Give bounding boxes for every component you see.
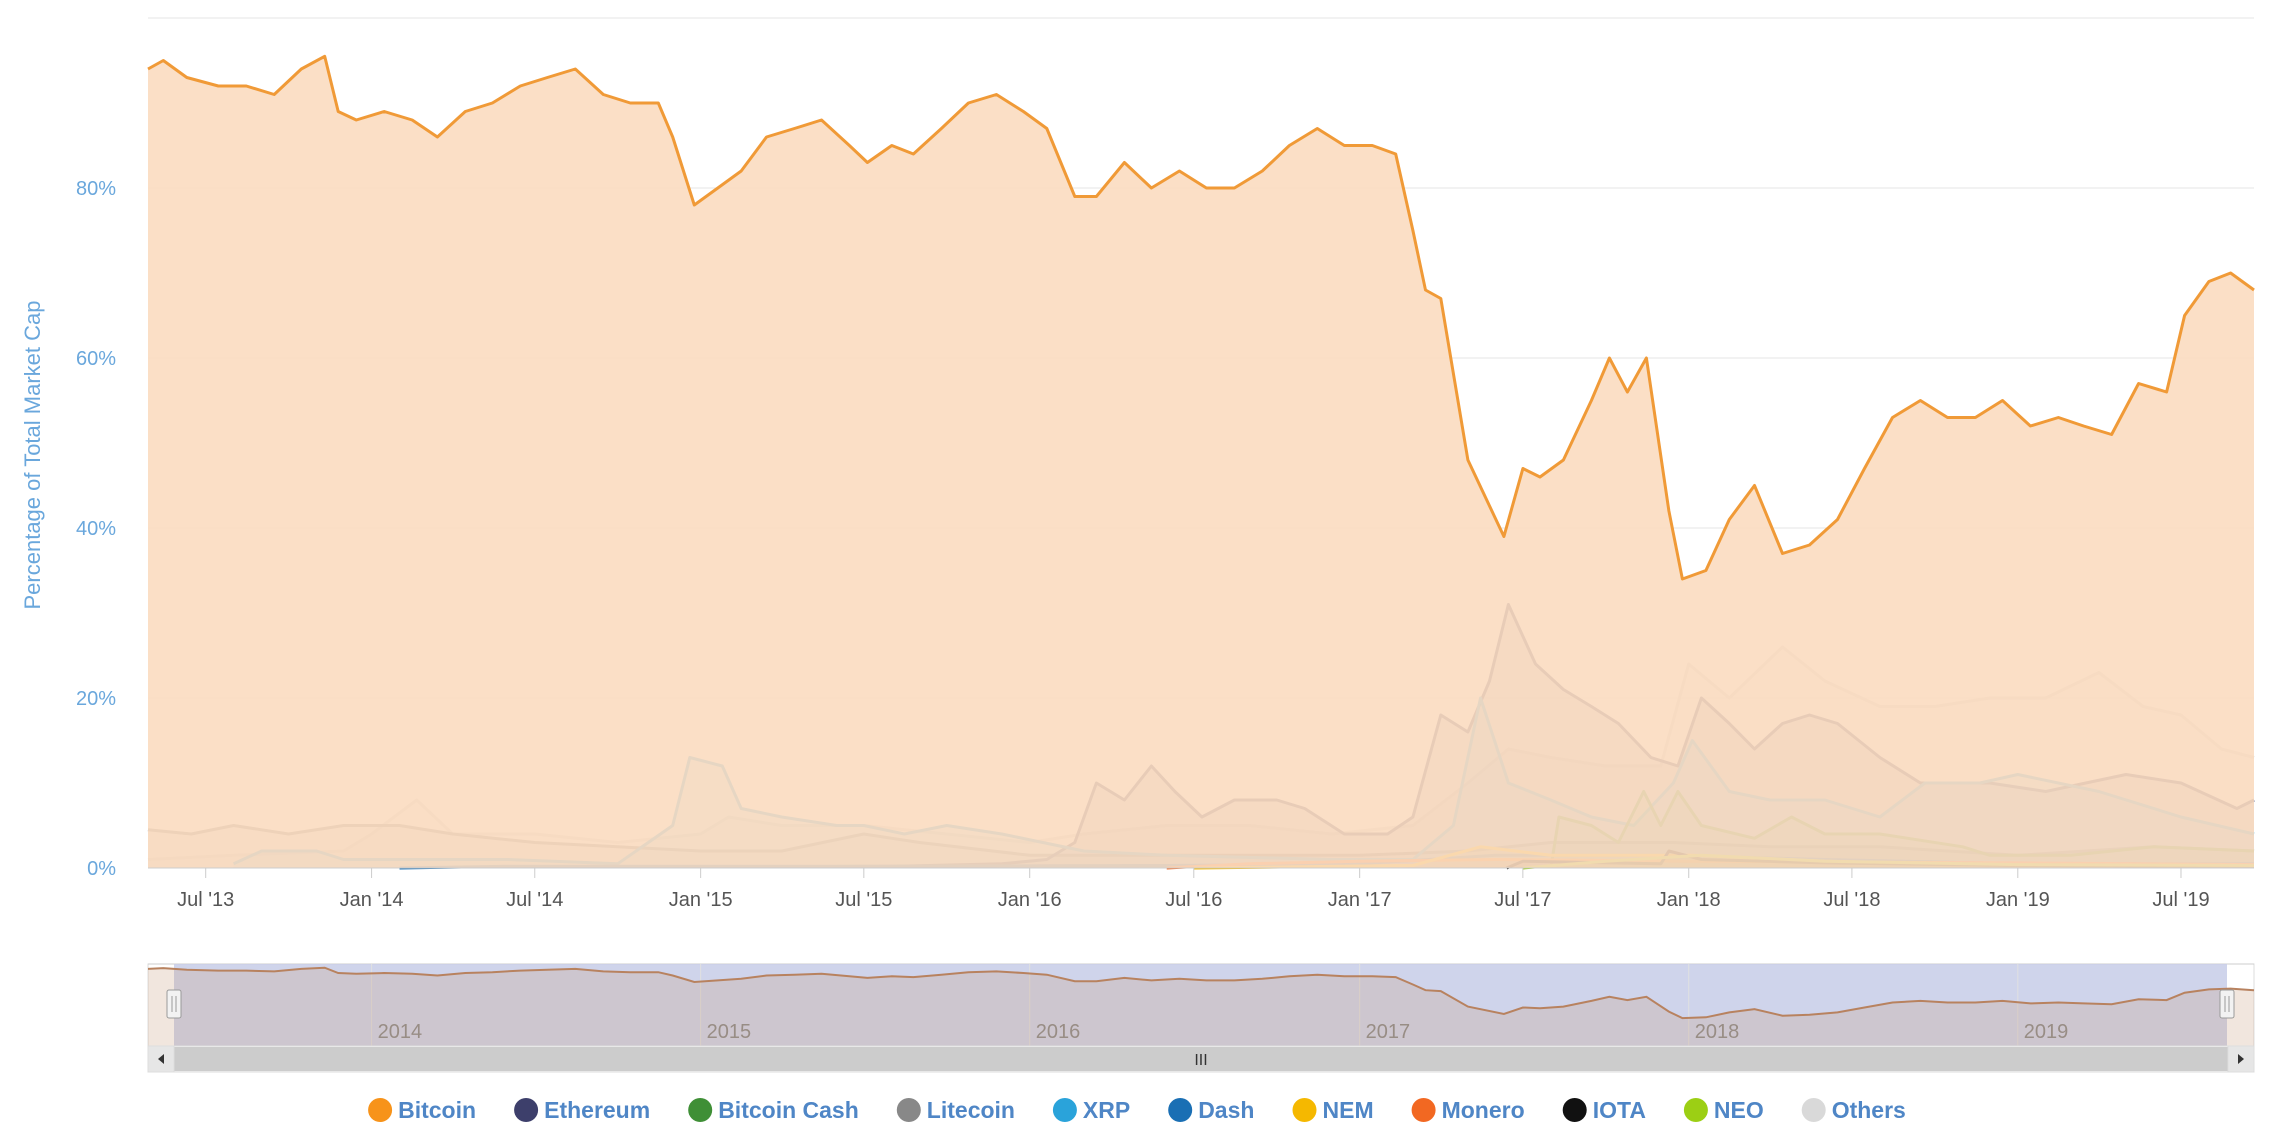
legend-label: Bitcoin Cash [718,1097,859,1123]
legend: Bitcoin Ethereum Bitcoin Cash Litecoin XRP Da… [368,1097,1906,1123]
legend-label: NEM [1323,1097,1374,1123]
y-axis: 0% 20% 40% 60% 80% [76,178,116,880]
x-tick-label: Jan '15 [669,889,733,911]
y-tick-label: 0% [87,858,116,880]
legend-marker [1168,1098,1193,1122]
legend-marker [1292,1098,1317,1122]
scrollbar-left-arrow[interactable] [147,1045,175,1073]
legend-marker [514,1098,539,1122]
x-tick-label: Jan '14 [340,889,404,911]
x-tick-label: Jan '16 [998,889,1062,911]
scrollbar-thumb[interactable] [174,1047,2228,1071]
legend-item-dash[interactable]: Dash [1168,1097,1254,1123]
navigator-year-label: 2017 [1366,1021,1411,1043]
legend-label: XRP [1083,1097,1130,1123]
navigator-year-label: 2018 [1695,1021,1740,1043]
navigator-year-label: 2016 [1036,1021,1081,1043]
legend-item-nem[interactable]: NEM [1292,1097,1374,1123]
legend-label: Others [1832,1097,1906,1123]
legend-item-others[interactable]: Others [1801,1097,1906,1123]
legend-item-litecoin[interactable]: Litecoin [896,1097,1015,1123]
x-tick-label: Jul '19 [2152,889,2209,911]
x-tick-label: Jul '16 [1165,889,1222,911]
y-tick-label: 80% [76,178,116,200]
y-tick-label: 20% [76,688,116,710]
legend-label: Ethereum [544,1097,650,1123]
legend-marker [688,1098,713,1122]
y-axis-title: Percentage of Total Market Cap [20,301,45,610]
navigator-series-area [148,967,2254,1046]
x-tick-label: Jul '15 [835,889,892,911]
legend-label: Bitcoin [398,1097,476,1123]
x-tick-label: Jul '18 [1823,889,1880,911]
y-tick-label: 60% [76,348,116,370]
legend-item-iota[interactable]: IOTA [1562,1097,1646,1123]
legend-item-bitcoin-cash[interactable]: Bitcoin Cash [688,1097,859,1123]
legend-label: Litecoin [927,1097,1015,1123]
x-axis: Jul '13 Jan '14 Jul '14 Jan '15 Jul '15 Jan '… [148,867,2254,911]
navigator-left-handle[interactable] [166,989,182,1019]
scrollbar-grip[interactable]: III [1194,1052,1207,1069]
x-tick-label: Jul '17 [1494,889,1551,911]
legend-item-monero[interactable]: Monero [1411,1097,1525,1123]
navigator-year-label: 2015 [707,1021,752,1043]
x-tick-label: Jan '19 [1986,889,2050,911]
navigator[interactable]: 2014 2015 2016 2017 2018 2019 III [147,963,2255,1073]
legend-item-xrp[interactable]: XRP [1052,1097,1130,1123]
y-tick-label: 40% [76,518,116,540]
legend-marker [1801,1098,1826,1122]
navigator-year-label: 2014 [378,1021,423,1043]
legend-label: Monero [1442,1097,1525,1123]
x-tick-label: Jul '13 [177,889,234,911]
x-tick-label: Jan '18 [1657,889,1721,911]
navigator-year-label: 2019 [2024,1021,2069,1043]
legend-marker [1052,1098,1077,1122]
navigator-selection[interactable] [174,964,2227,1046]
series-line-bitcoin [147,54,2255,581]
legend-label: NEO [1714,1097,1764,1123]
legend-label: Dash [1198,1097,1254,1123]
x-tick-label: Jul '14 [506,889,563,911]
legend-marker [1562,1098,1587,1122]
legend-item-bitcoin[interactable]: Bitcoin [368,1097,476,1123]
series-areas [147,54,2255,870]
legend-marker [896,1098,921,1122]
series-area-bitcoin [148,56,2254,869]
navigator-series-line [147,966,2255,1020]
navigator-right-handle[interactable] [2219,989,2235,1019]
legend-item-neo[interactable]: NEO [1683,1097,1764,1123]
legend-marker [1411,1098,1436,1122]
legend-marker [1683,1098,1708,1122]
legend-item-ethereum[interactable]: Ethereum [514,1097,650,1123]
legend-marker [368,1098,393,1122]
x-tick-label: Jan '17 [1328,889,1392,911]
legend-label: IOTA [1593,1097,1646,1123]
scrollbar-right-arrow[interactable] [2227,1045,2255,1073]
